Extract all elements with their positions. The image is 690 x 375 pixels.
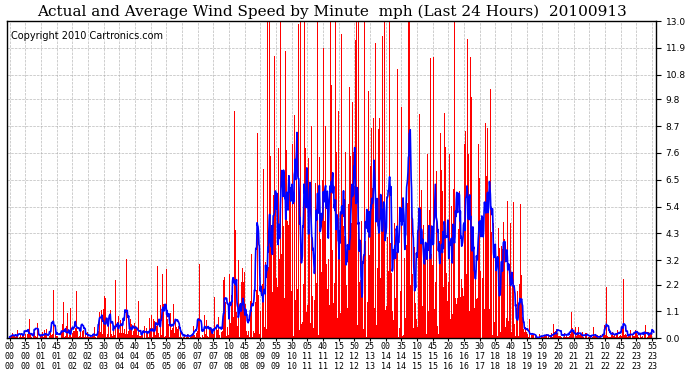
Title: Actual and Average Wind Speed by Minute  mph (Last 24 Hours)  20100913: Actual and Average Wind Speed by Minute … — [37, 4, 627, 18]
Text: Copyright 2010 Cartronics.com: Copyright 2010 Cartronics.com — [10, 31, 163, 40]
